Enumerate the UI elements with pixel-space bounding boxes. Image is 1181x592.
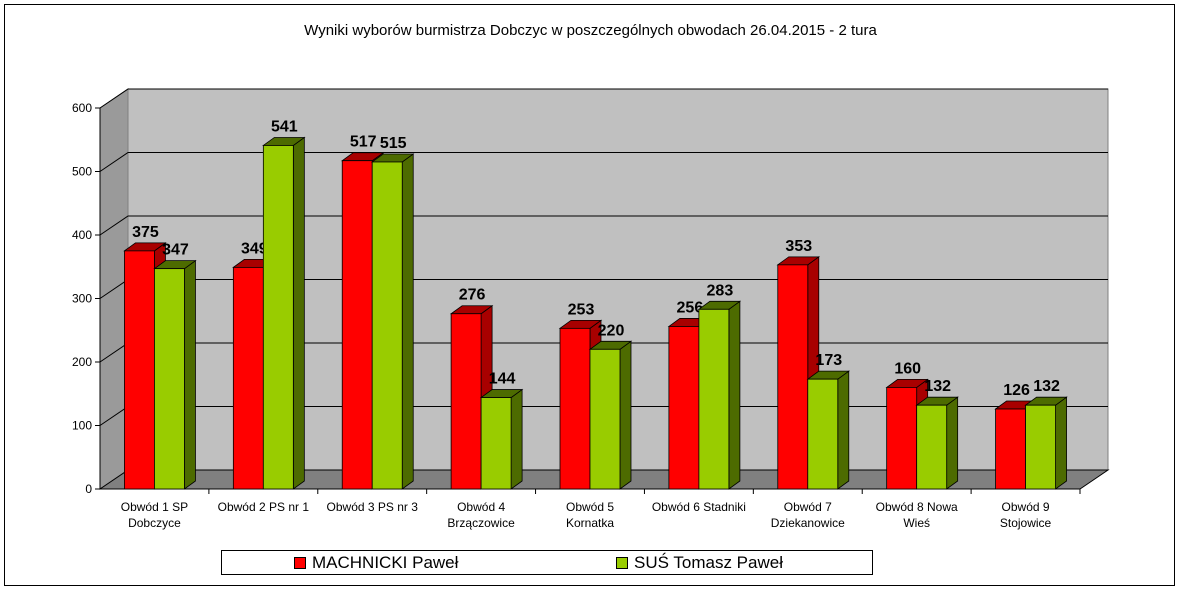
- category-label: Obwód 6 Stadniki: [652, 500, 746, 514]
- bar-sus-side: [510, 388, 523, 490]
- legend-swatch-machnicki: [294, 557, 306, 569]
- bar-sus: [371, 161, 403, 490]
- legend-item-machnicki: MACHNICKI Paweł: [294, 553, 458, 573]
- data-label: 160: [894, 360, 921, 377]
- category-label: Dobczyce: [128, 516, 181, 530]
- category-label: Obwód 5: [566, 500, 614, 514]
- category-label: Obwód 4: [457, 500, 505, 514]
- bar-machnicki: [559, 327, 591, 490]
- bar-machnicki: [777, 264, 809, 490]
- bar-machnicki: [341, 160, 373, 490]
- data-label: 256: [677, 299, 704, 316]
- data-label: 220: [598, 322, 625, 339]
- category-label: Stojowice: [1000, 516, 1052, 530]
- y-tick-label: 0: [85, 482, 92, 496]
- data-label: 132: [924, 378, 951, 395]
- bar-sus: [262, 145, 294, 490]
- bar-machnicki: [450, 313, 482, 490]
- data-label: 541: [271, 118, 298, 135]
- data-label: 144: [489, 371, 516, 388]
- bar-sus-side: [401, 153, 414, 490]
- bar-sus-side: [619, 340, 632, 490]
- data-label: 347: [162, 242, 189, 259]
- data-label: 276: [459, 287, 486, 304]
- data-label: 132: [1033, 378, 1060, 395]
- bar-sus: [916, 404, 948, 490]
- category-label: Obwód 2 PS nr 1: [218, 500, 310, 514]
- data-label: 515: [380, 135, 407, 152]
- bar-sus: [698, 308, 730, 490]
- bar-sus-side: [184, 259, 196, 490]
- category-label: Dziekanowice: [771, 516, 845, 530]
- y-tick-label: 600: [72, 101, 92, 115]
- bar-machnicki: [124, 250, 155, 490]
- bar-sus-side: [728, 300, 741, 490]
- bar-sus: [1025, 404, 1056, 490]
- data-label: 517: [350, 134, 377, 151]
- y-tick-label: 500: [72, 165, 92, 179]
- legend-label-sus: SUŚ Tomasz Paweł: [634, 553, 783, 572]
- bar-machnicki: [232, 266, 264, 490]
- category-label: Obwód 3 PS nr 3: [327, 500, 419, 514]
- y-tick-label: 100: [72, 419, 92, 433]
- gridline: [99, 152, 1108, 172]
- bar-machnicki: [995, 408, 1026, 490]
- category-label: Obwód 9: [1002, 500, 1050, 514]
- y-tick-label: 400: [72, 228, 92, 242]
- y-tick-label: 300: [72, 292, 92, 306]
- category-label: Kornatka: [566, 516, 614, 530]
- bar-sus: [807, 378, 839, 490]
- data-label: 126: [1003, 382, 1030, 399]
- bar-sus: [480, 397, 512, 490]
- data-label: 353: [785, 238, 812, 255]
- bar-sus-side: [837, 370, 850, 490]
- category-label: Wieś: [903, 516, 930, 530]
- gridline: [99, 88, 1108, 109]
- bar-sus-side: [946, 396, 959, 490]
- data-label: 375: [132, 224, 159, 241]
- bar-sus-side: [1055, 396, 1067, 490]
- legend-label-machnicki: MACHNICKI Paweł: [312, 553, 459, 572]
- bar-sus: [154, 268, 185, 490]
- bar-machnicki: [886, 386, 918, 490]
- legend-item-sus: SUŚ Tomasz Paweł: [616, 553, 783, 573]
- data-label: 173: [815, 352, 842, 369]
- data-label: 283: [707, 282, 734, 299]
- data-label: 349: [241, 240, 268, 257]
- bar-sus: [589, 348, 621, 490]
- legend: MACHNICKI Paweł SUŚ Tomasz Paweł: [221, 550, 873, 575]
- bar-machnicki: [668, 326, 700, 490]
- gridline: [99, 215, 1108, 236]
- y-tick-label: 200: [72, 355, 92, 369]
- legend-swatch-sus: [616, 557, 628, 569]
- category-label: Obwód 8 Nowa: [876, 500, 958, 514]
- bar-sus-side: [292, 136, 305, 490]
- category-label: Obwód 7: [784, 500, 832, 514]
- category-label: Obwód 1 SP: [121, 500, 188, 514]
- category-label: Brzączowice: [447, 516, 515, 530]
- chart-title: Wyniki wyborów burmistrza Dobczyc w posz…: [304, 22, 877, 39]
- data-label: 253: [568, 301, 595, 318]
